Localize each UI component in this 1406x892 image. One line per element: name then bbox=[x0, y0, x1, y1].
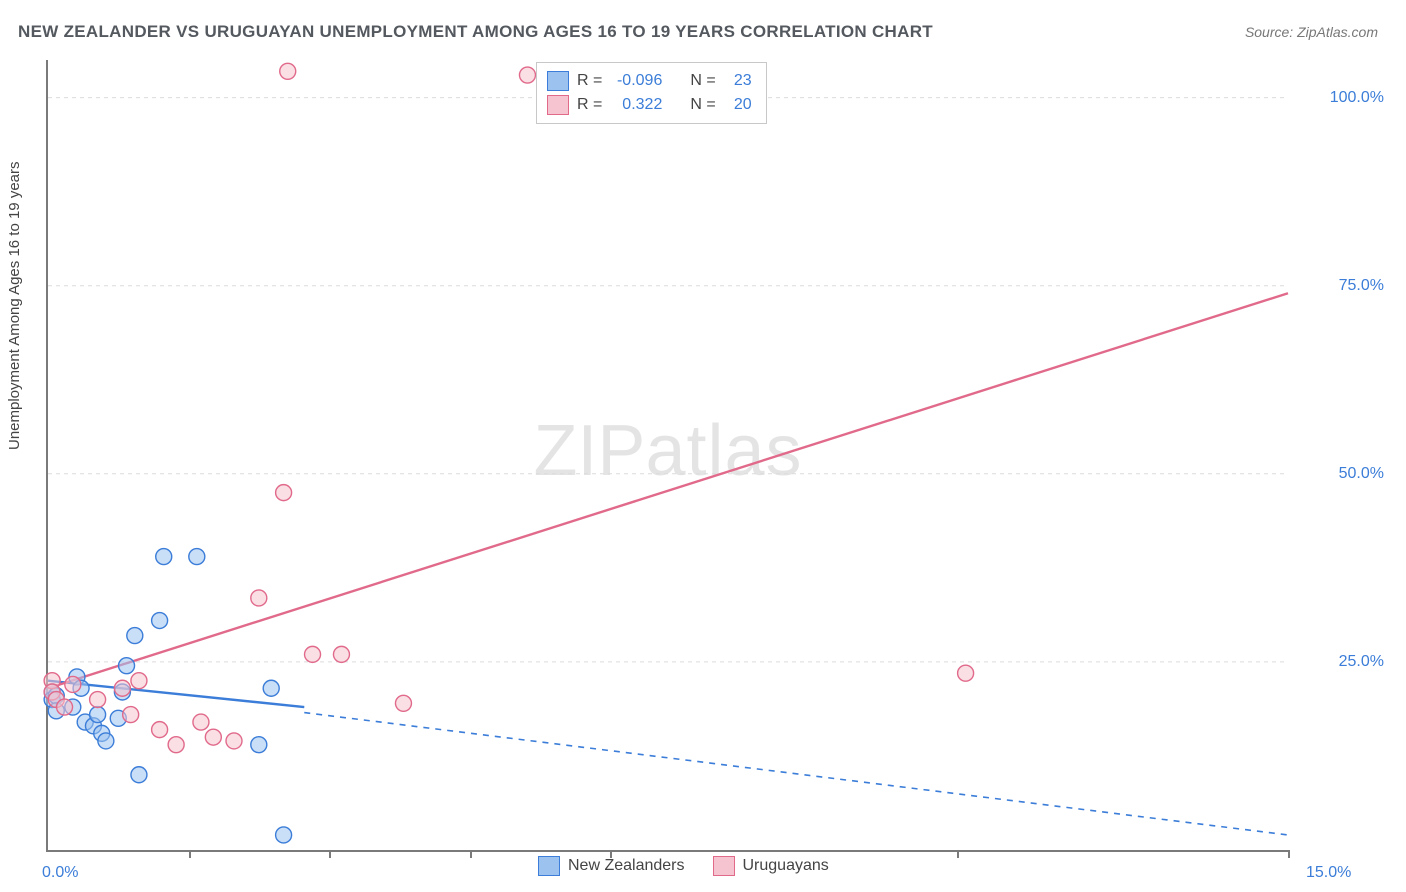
x-tick bbox=[1288, 850, 1290, 858]
chart-svg bbox=[48, 60, 1288, 850]
legend-swatch bbox=[547, 95, 569, 115]
x-tick bbox=[329, 850, 331, 858]
legend-n-label: N = bbox=[690, 93, 715, 117]
correlation-legend: R = -0.096 N = 23 R = 0.322 N = 20 bbox=[536, 62, 767, 124]
legend-r-value: -0.096 bbox=[610, 69, 662, 93]
series-legend: New Zealanders Uruguayans bbox=[538, 854, 829, 878]
x-axis-max-label: 15.0% bbox=[1306, 864, 1392, 882]
y-tick-label: 100.0% bbox=[1298, 89, 1384, 107]
series-legend-item: Uruguayans bbox=[713, 854, 829, 878]
y-axis-label: Unemployment Among Ages 16 to 19 years bbox=[6, 161, 23, 450]
legend-n-label: N = bbox=[690, 69, 715, 93]
x-tick bbox=[957, 850, 959, 858]
correlation-row: R = -0.096 N = 23 bbox=[547, 69, 752, 93]
y-tick-label: 50.0% bbox=[1298, 465, 1384, 483]
x-tick bbox=[189, 850, 191, 858]
legend-r-label: R = bbox=[577, 93, 602, 117]
y-tick-label: 25.0% bbox=[1298, 653, 1384, 671]
legend-swatch bbox=[713, 856, 735, 876]
series-name: Uruguayans bbox=[743, 854, 829, 878]
legend-swatch bbox=[547, 71, 569, 91]
legend-n-value: 20 bbox=[724, 93, 752, 117]
chart-plot-area: ZIPatlas 25.0%50.0%75.0%100.0% 0.0% 15.0… bbox=[46, 60, 1288, 852]
legend-r-label: R = bbox=[577, 69, 602, 93]
correlation-row: R = 0.322 N = 20 bbox=[547, 93, 752, 117]
x-tick bbox=[470, 850, 472, 858]
legend-swatch bbox=[538, 856, 560, 876]
x-axis-origin-label: 0.0% bbox=[42, 864, 78, 882]
chart-title: NEW ZEALANDER VS URUGUAYAN UNEMPLOYMENT … bbox=[18, 22, 933, 42]
y-tick-label: 75.0% bbox=[1298, 277, 1384, 295]
legend-n-value: 23 bbox=[724, 69, 752, 93]
series-name: New Zealanders bbox=[568, 854, 685, 878]
legend-r-value: 0.322 bbox=[610, 93, 662, 117]
source-attribution: Source: ZipAtlas.com bbox=[1245, 24, 1378, 40]
series-legend-item: New Zealanders bbox=[538, 854, 685, 878]
